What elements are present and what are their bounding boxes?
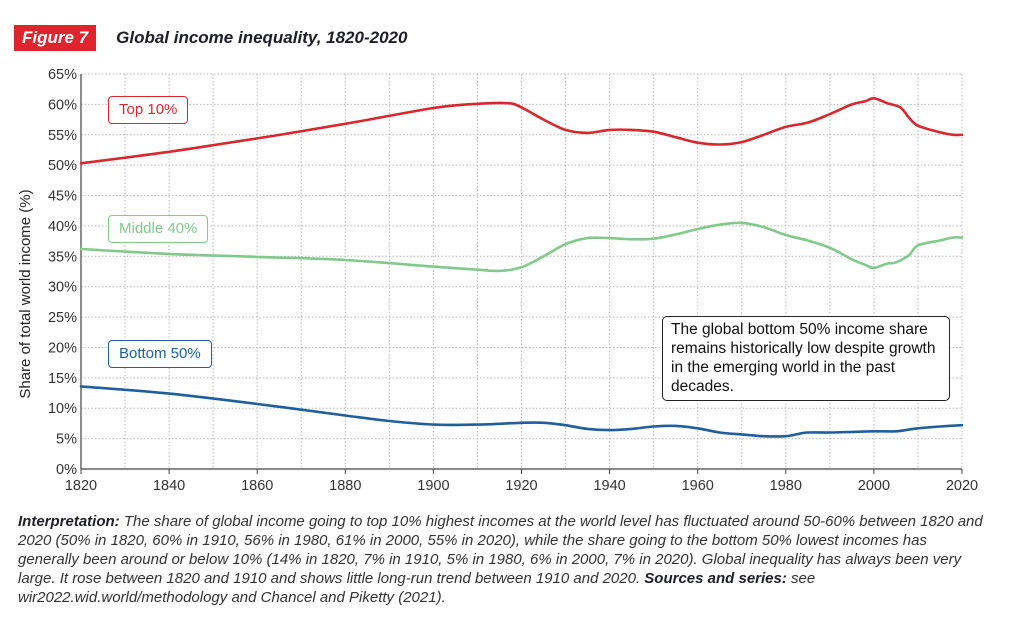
y-tick-label: 50% [48,158,77,174]
y-tick-label: 10% [48,401,77,417]
y-tick-label: 0% [56,462,77,478]
series-line-top-10 [79,96,964,165]
y-tick-label: 20% [48,340,77,356]
x-tick-label: 1880 [329,478,361,494]
y-tick-label: 5% [56,432,77,448]
y-tick-label: 65% [48,67,77,83]
series-label-top-10: Top 10% [108,96,189,124]
x-tick-label: 1940 [593,478,625,494]
x-tick-label: 2000 [858,478,890,494]
sources-lead: Sources and series: [640,570,787,587]
y-tick-label: 35% [48,249,77,265]
figure-header: Figure 7 Global income inequality, 1820-… [14,24,407,52]
series-line-bottom-50 [79,385,964,438]
y-axis-label: Share of total world income (%) [17,189,34,398]
y-tick-label: 30% [48,280,77,296]
interpretation-note: Interpretation: The share of global inco… [18,512,990,607]
gridlines [81,73,963,469]
note-lead: Interpretation: [18,513,120,530]
x-tick-label: 1900 [417,478,449,494]
series-line-middle-40 [79,221,964,273]
x-tick-label: 1820 [65,478,97,494]
x-tick-label: 1920 [505,478,537,494]
x-tick-label: 1980 [770,478,802,494]
y-tick-label: 25% [48,310,77,326]
axes [80,74,963,474]
sources-body: see wir2022.wid.world/methodology and Ch… [18,570,816,606]
y-tick-label: 40% [48,219,77,235]
y-tick-label: 15% [48,371,77,387]
series-label-middle-40: Middle 40% [108,215,209,243]
x-tick-label: 2020 [946,478,978,494]
series-label-bottom-50: Bottom 50% [108,340,212,368]
series-lines [79,96,964,438]
annotation-callout: The global bottom 50% income share remai… [662,316,950,401]
x-tick-label: 1960 [682,478,714,494]
figure-title: Global income inequality, 1820-2020 [116,28,408,47]
x-tick-label: 1840 [153,478,185,494]
y-tick-labels: 0% 5% 10% 15% 20% 25% 30% 35% 40% 45% 50% 55% 60% 65% [48,67,77,478]
figure-tag: Figure 7 [14,25,97,51]
y-tick-label: 45% [48,189,77,205]
y-tick-label: 55% [48,128,77,144]
x-tick-labels: 1820 1840 1860 1880 1900 1920 1940 1960 1980 2000… [65,478,978,494]
x-tick-label: 1860 [241,478,273,494]
note-body: The share of global income going to top … [18,513,983,587]
line-chart: 0% 5% 10% 15% 20% 25% 30% 35% 40% 45% 50% 55% 60% 65%… [17,67,978,494]
y-tick-label: 60% [48,97,77,113]
